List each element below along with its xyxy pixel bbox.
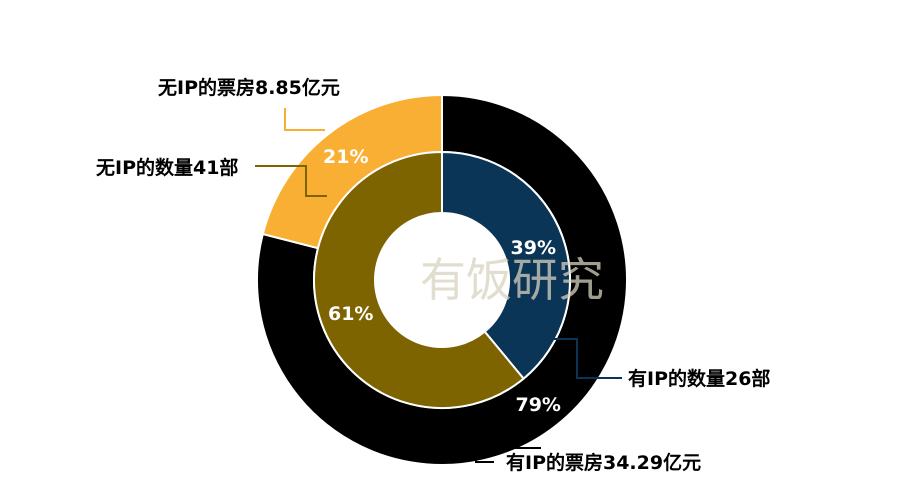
center-hole xyxy=(375,213,509,347)
inner-slice-0-percent-label: 39% xyxy=(511,237,556,259)
outer-slice-1-percent-label: 21% xyxy=(323,146,368,168)
outer-slice-0-leader-line xyxy=(475,447,541,463)
inner-slice-1-callout-label: 无IP的数量41部 xyxy=(96,156,238,179)
inner-slice-1-percent-label: 61% xyxy=(328,303,373,325)
outer-slice-0-percent-label: 79% xyxy=(515,394,560,416)
outer-slice-0-callout-label: 有IP的票房34.29亿元 xyxy=(506,451,701,474)
leader-lines-layer xyxy=(255,108,622,463)
slices-layer xyxy=(256,93,628,466)
inner-slice-1-leader-line xyxy=(255,165,327,197)
watermark: 有饭研究 xyxy=(420,253,604,307)
outer-slice-1-leader-line xyxy=(284,108,325,131)
inner-slice-0-leader-line xyxy=(538,338,622,379)
labels-layer: 79% 有IP的票房34.29亿元 21% 无IP的票房8.85亿元 39% 有IP的数量… xyxy=(96,76,770,474)
inner-slice-0-callout-label: 有IP的数量26部 xyxy=(628,367,770,390)
outer-slice-1-callout-label: 无IP的票房8.85亿元 xyxy=(158,76,340,99)
